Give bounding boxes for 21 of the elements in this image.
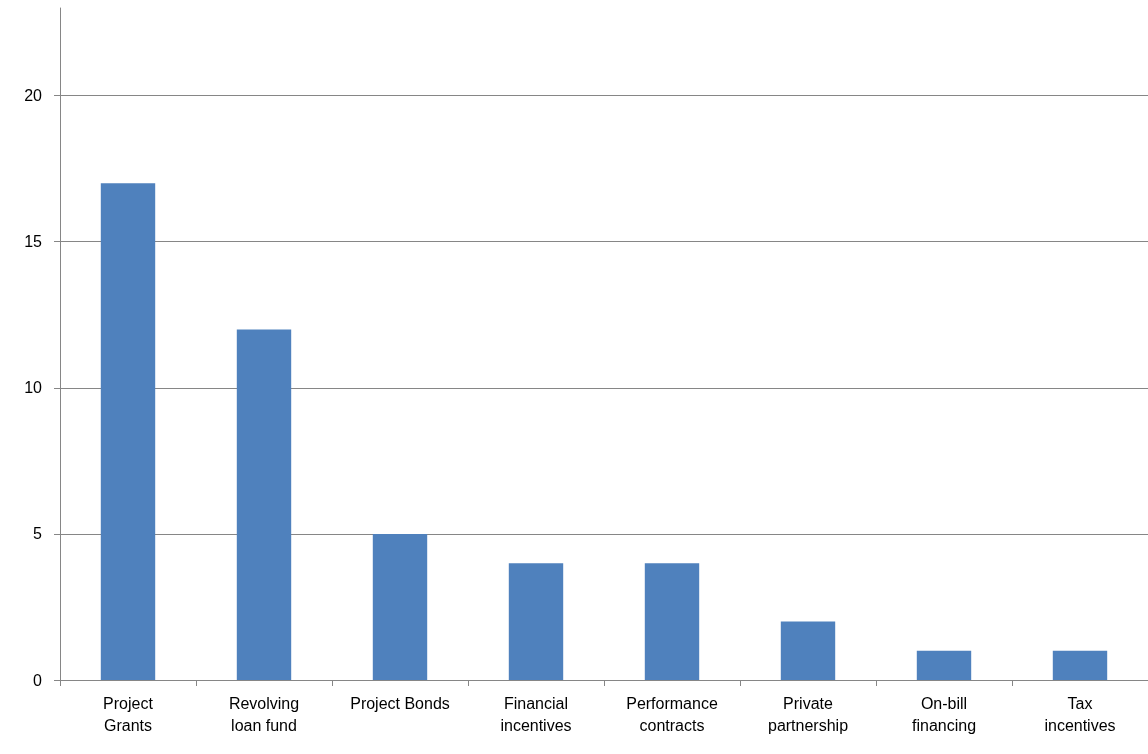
x-tick-label: Revolving loan fund	[228, 694, 300, 734]
bar	[372, 533, 428, 680]
bar	[1052, 650, 1108, 680]
bar	[100, 183, 156, 680]
y-tick-label: 20	[24, 87, 43, 105]
bar	[508, 563, 564, 680]
y-tick-label: 0	[33, 671, 43, 689]
bar	[916, 650, 972, 680]
bar	[644, 563, 700, 680]
x-tick-label: Private partnership	[767, 694, 849, 734]
x-tick-label: Project Bonds	[350, 694, 450, 712]
x-tick-label: On-bill financing	[911, 694, 977, 734]
bar	[780, 621, 836, 680]
bar	[236, 329, 292, 680]
x-tick-label: Performance contracts	[626, 694, 718, 734]
x-tick-label: Project Grants	[103, 694, 154, 734]
y-tick-label: 15	[24, 233, 43, 251]
x-tick-label: Financial incentives	[500, 694, 572, 734]
y-tick-label: 10	[24, 379, 43, 397]
x-tick-label: Tax incentives	[1044, 694, 1116, 734]
y-tick-label: 5	[33, 525, 43, 543]
